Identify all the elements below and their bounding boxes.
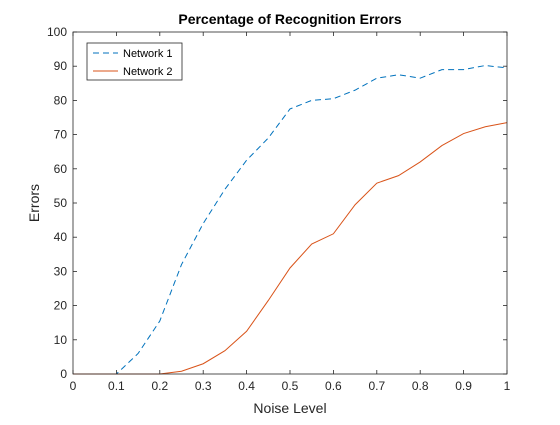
series-line-network-1 [73, 65, 508, 375]
y-tick-label: 50 [54, 196, 68, 210]
x-tick-label: 0.9 [455, 379, 472, 393]
y-tick-label: 80 [54, 93, 68, 107]
x-tick-label: 0.3 [195, 379, 212, 393]
x-tick-label: 0.5 [282, 379, 299, 393]
legend-label-network-2: Network 2 [123, 66, 173, 78]
chart-title: Percentage of Recognition Errors [178, 11, 401, 27]
x-tick-label: 0.6 [325, 379, 342, 393]
x-tick-label: 0.4 [238, 379, 255, 393]
y-tick-label: 60 [54, 162, 68, 176]
x-axis-label: Noise Level [253, 400, 326, 416]
y-tick-label: 40 [54, 230, 68, 244]
y-tick-label: 70 [54, 128, 68, 142]
y-tick-label: 30 [54, 264, 68, 278]
y-tick-label: 10 [54, 333, 68, 347]
y-tick-label: 20 [54, 299, 68, 313]
y-tick-label: 90 [54, 59, 68, 73]
x-tick-label: 0.8 [412, 379, 429, 393]
x-tick-label: 0.7 [368, 379, 385, 393]
x-tick-label: 1 [504, 379, 511, 393]
legend: Network 1 Network 2 [86, 42, 183, 81]
y-tick-label: 100 [47, 25, 67, 39]
y-axis-label: Errors [26, 184, 42, 222]
x-tick-label: 0.2 [151, 379, 168, 393]
plot-area [73, 32, 507, 374]
x-tick-label: 0.1 [108, 379, 125, 393]
legend-label-network-1: Network 1 [123, 48, 173, 60]
y-tick-label: 0 [60, 367, 67, 381]
legend-box [86, 42, 183, 81]
x-tick-label: 0 [70, 379, 77, 393]
axes-box [72, 31, 508, 375]
